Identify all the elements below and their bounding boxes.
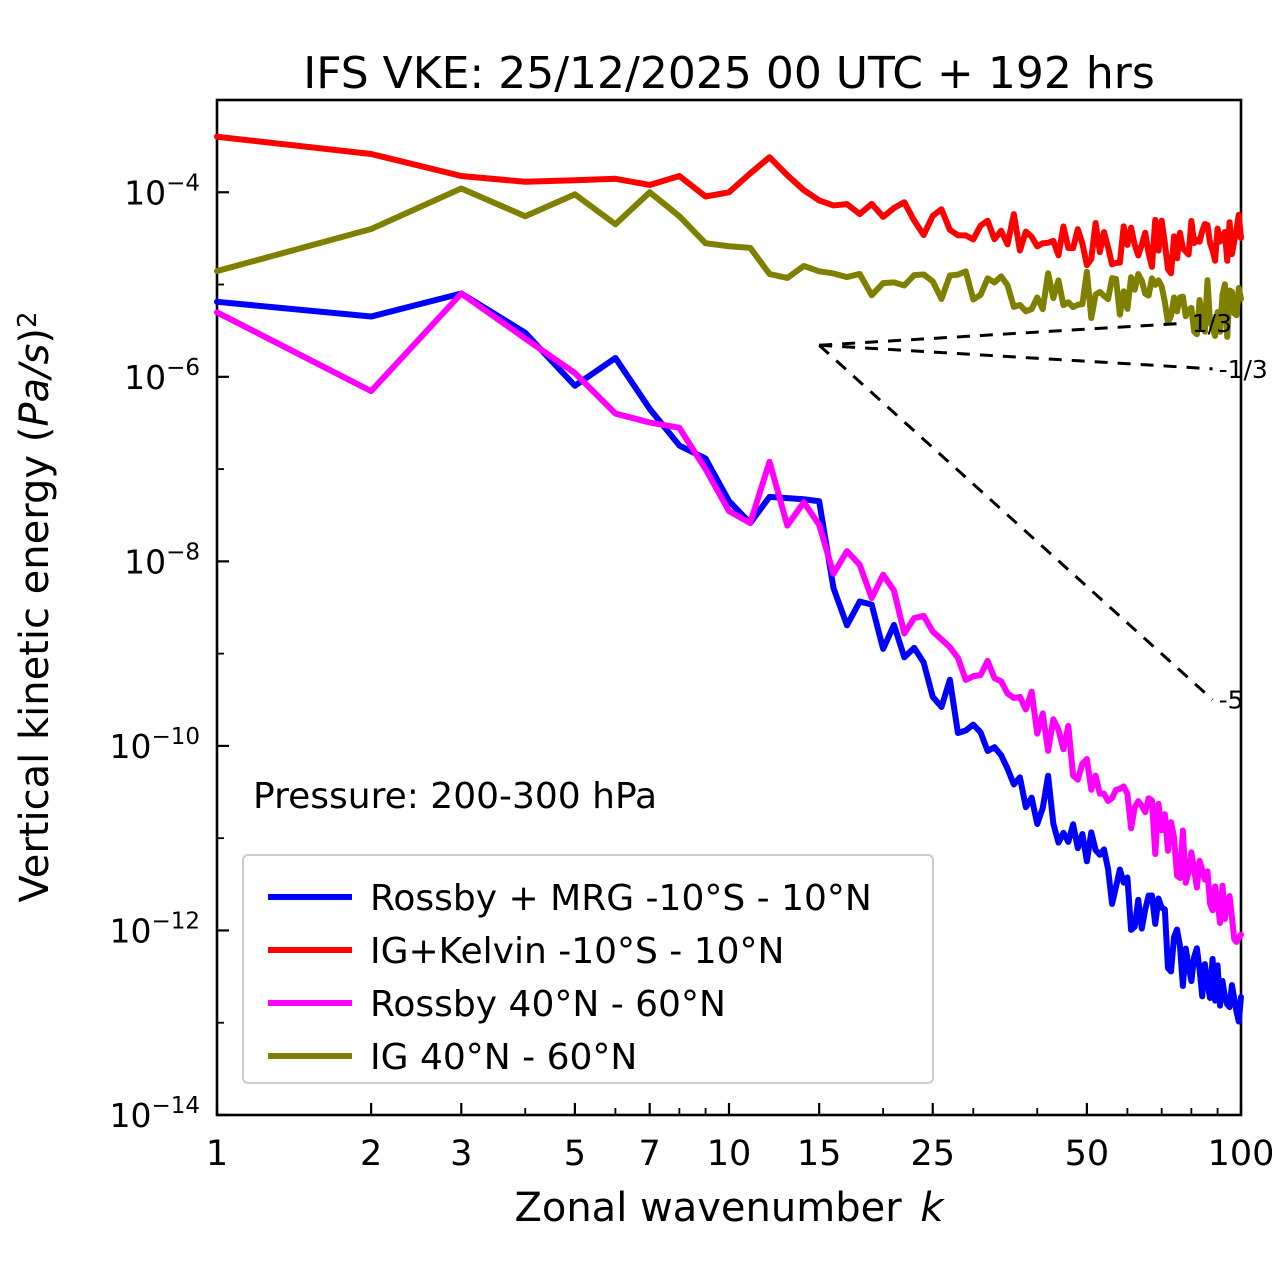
pressure-annotation: Pressure: 200-300 hPa xyxy=(253,776,657,817)
y-tick-label: 10−14 xyxy=(109,1093,200,1135)
x-tick-label: 5 xyxy=(564,1134,586,1174)
y-tick-label: 10−8 xyxy=(124,539,200,581)
x-tick-label: 15 xyxy=(797,1134,842,1174)
y-tick-label: 10−10 xyxy=(109,724,200,766)
y-tick-label: 10−6 xyxy=(124,355,200,397)
series-line-2 xyxy=(214,133,1244,277)
legend-label-4: IG 40°N - 60°N xyxy=(370,1037,637,1078)
x-tick-label: 50 xyxy=(1065,1134,1110,1174)
y-tick-label: 10−4 xyxy=(124,170,200,212)
slope-neg-5-label: -5 xyxy=(1219,686,1244,715)
x-axis-title: Zonal wavenumber k xyxy=(514,1185,945,1231)
slope-1-3-label: 1/3 xyxy=(1192,309,1232,338)
slope-1-3 xyxy=(819,321,1186,347)
x-axis-tick-labels: 1 2 3 5 7 10 15 25 50 100 xyxy=(206,1134,1275,1174)
x-tick-label: 25 xyxy=(910,1134,955,1174)
series-line-3 xyxy=(214,290,1244,945)
legend-box xyxy=(242,854,934,1084)
slope-neg-5 xyxy=(818,344,1214,701)
reference-slope-lines: 1/3 -1/3 -5 xyxy=(818,309,1268,715)
series-line-4 xyxy=(214,185,1244,340)
slope-neg-1-3-label: -1/3 xyxy=(1219,355,1268,384)
y-tick-label: 10−12 xyxy=(109,908,200,950)
x-tick-label: 1 xyxy=(206,1134,228,1174)
plot-frame xyxy=(215,98,1243,1117)
page-title: IFS VKE: 25/12/2025 00 UTC + 192 hrs xyxy=(303,48,1155,99)
series-line-1 xyxy=(214,290,1244,1025)
x-tick-label: 7 xyxy=(639,1134,661,1174)
slope-neg-1-3 xyxy=(819,343,1213,371)
chart-legend: Rossby + MRG -10°S - 10°N IG+Kelvin -10°S… xyxy=(242,854,934,1084)
y-axis-tick-labels: 10−4 10−6 10−8 10−10 10−12 10−14 xyxy=(109,170,200,1135)
y-axis-title: Vertical kinetic energy (Pa/s)2 xyxy=(12,312,58,903)
legend-label-1: Rossby + MRG -10°S - 10°N xyxy=(370,878,872,919)
x-tick-label: 3 xyxy=(450,1134,472,1174)
legend-label-3: Rossby 40°N - 60°N xyxy=(370,984,726,1025)
legend-label-2: IG+Kelvin -10°S - 10°N xyxy=(370,931,784,972)
data-series-group xyxy=(214,133,1244,1025)
x-tick-label: 10 xyxy=(707,1134,752,1174)
x-tick-label: 100 xyxy=(1208,1134,1275,1174)
x-tick-label: 2 xyxy=(360,1134,382,1174)
